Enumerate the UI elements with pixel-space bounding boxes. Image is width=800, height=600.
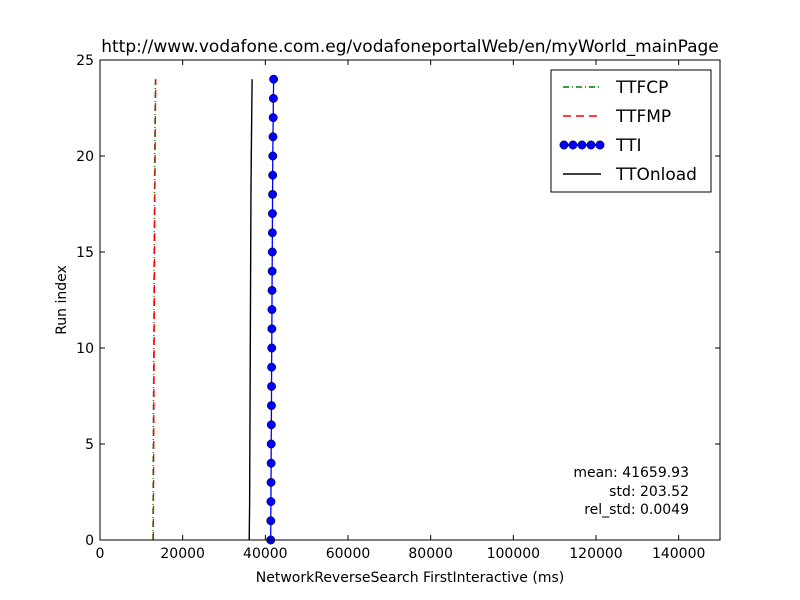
data-point-tti bbox=[267, 228, 277, 238]
data-point-tti bbox=[268, 170, 278, 180]
data-point-tti bbox=[269, 74, 279, 84]
axes: 0 20000 40000 60000 80000 100000 120000 140000 0… bbox=[76, 53, 721, 562]
data-point-tti bbox=[266, 516, 276, 526]
x-tick-label: 20000 bbox=[160, 546, 205, 562]
series-line-ttonload bbox=[248, 79, 253, 541]
y-tick-label: 10 bbox=[76, 341, 94, 357]
data-point-tti bbox=[267, 247, 277, 257]
legend-label-ttfcp: TTFCP bbox=[615, 78, 668, 98]
x-tick-label: 140000 bbox=[652, 546, 705, 562]
data-point-tti bbox=[268, 189, 278, 199]
series-line-ttfmp bbox=[152, 79, 157, 541]
data-point-tti bbox=[268, 93, 278, 103]
data-point-tti bbox=[267, 381, 276, 391]
data-point-tti bbox=[267, 209, 277, 219]
legend-label-ttonload: TTOnload bbox=[615, 165, 697, 185]
legend-marker-tti bbox=[586, 140, 596, 150]
stats-rel-std: rel_std: 0.0049 bbox=[584, 502, 689, 518]
data-point-tti bbox=[267, 266, 277, 276]
data-point-tti bbox=[266, 477, 276, 487]
x-axis-label: NetworkReverseSearch FirstInteractive (m… bbox=[256, 570, 564, 586]
legend-marker-tti bbox=[559, 140, 569, 150]
x-tick-label: 40000 bbox=[243, 546, 288, 562]
data-point-tti bbox=[268, 151, 278, 161]
data-point-tti bbox=[267, 362, 277, 372]
data-point-tti bbox=[266, 439, 276, 449]
y-tick-label: 15 bbox=[76, 245, 94, 261]
x-tick-label: 80000 bbox=[408, 546, 453, 562]
x-tick-label: 60000 bbox=[326, 546, 371, 562]
legend-marker-tti bbox=[577, 140, 587, 150]
data-point-tti bbox=[267, 401, 276, 411]
data-point-tti bbox=[266, 458, 276, 468]
series-line-ttfcp bbox=[152, 79, 157, 541]
x-tick-label: 120000 bbox=[569, 546, 622, 562]
legend-label-tti: TTI bbox=[615, 136, 641, 156]
data-point-tti bbox=[266, 420, 276, 430]
y-tick-label: 20 bbox=[76, 149, 94, 165]
legend-label-ttfmp: TTFMP bbox=[615, 107, 671, 127]
stats-std: std: 203.52 bbox=[609, 484, 689, 500]
legend-box bbox=[550, 69, 712, 193]
data-point-tti bbox=[267, 305, 277, 315]
data-point-tti bbox=[267, 285, 277, 295]
chart-title: http://www.vodafone.com.eg/vodafoneporta… bbox=[101, 37, 719, 57]
data-point-tti bbox=[266, 497, 276, 507]
legend-marker-tti bbox=[595, 140, 605, 150]
y-tick-label: 0 bbox=[85, 533, 94, 549]
y-tick-label: 25 bbox=[76, 53, 94, 69]
x-tick-label: 0 bbox=[96, 546, 105, 562]
x-tick-label: 100000 bbox=[487, 546, 540, 562]
data-point-tti bbox=[267, 324, 277, 334]
data-point-tti bbox=[268, 132, 278, 142]
legend: TTFCP TTFMP TTI TTOnload bbox=[550, 69, 712, 193]
data-point-tti bbox=[268, 113, 278, 123]
axes-frame bbox=[99, 59, 721, 541]
plot-area bbox=[152, 74, 279, 545]
stats-mean: mean: 41659.93 bbox=[573, 465, 689, 481]
data-point-tti bbox=[267, 343, 277, 353]
legend-marker-tti bbox=[568, 140, 578, 150]
y-tick-label: 5 bbox=[85, 437, 94, 453]
y-axis-label: Run index bbox=[54, 265, 70, 335]
